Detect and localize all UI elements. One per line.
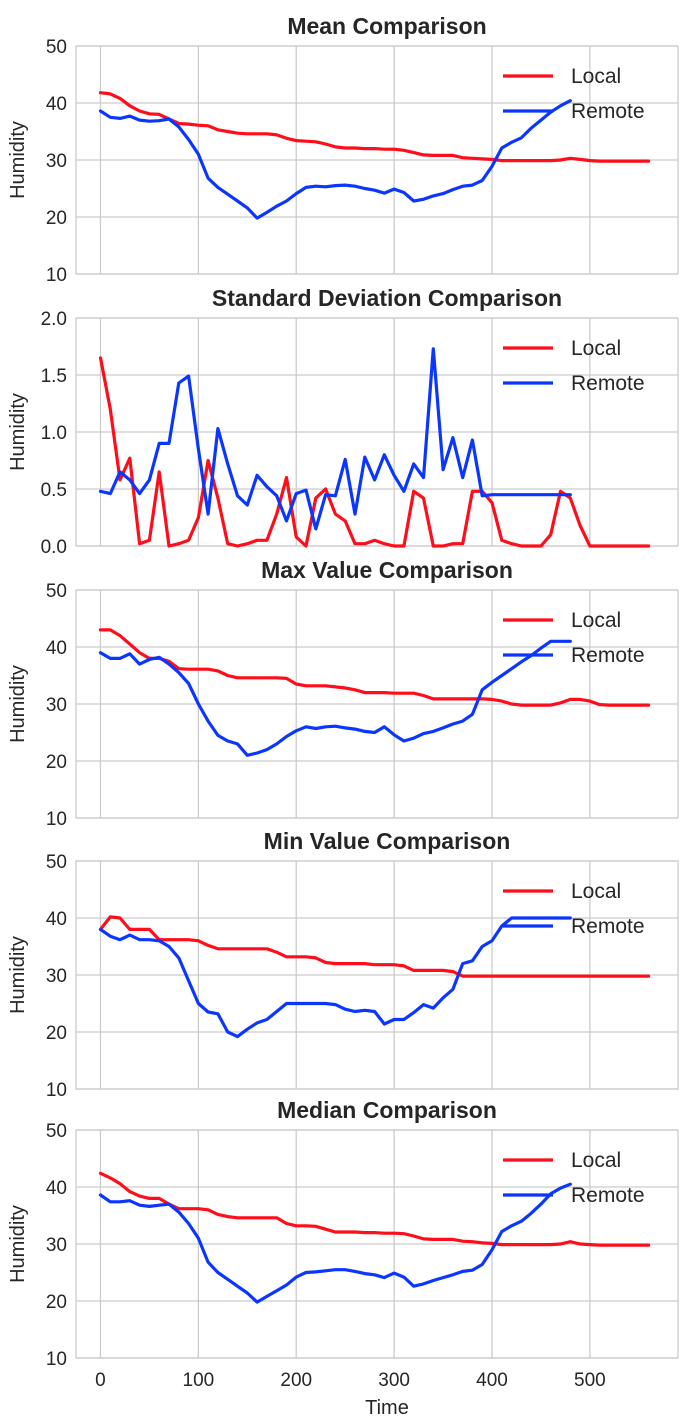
series-line-remote	[98, 1182, 572, 1304]
subplot-3: 10 20 30 40 50 Max Value Comparison Humidity Lo…	[7, 557, 679, 830]
series-line-remote	[98, 99, 572, 220]
y-tick-label: 10	[46, 1080, 67, 1101]
y-tick-label: 30	[46, 695, 67, 716]
x-tick-label: 0	[95, 1370, 106, 1391]
y-tick-label: 30	[46, 966, 67, 987]
series-line-remote	[98, 916, 572, 1039]
y-tick-label: 50	[46, 1121, 67, 1142]
y-tick-label: 40	[46, 909, 67, 930]
y-tick-label: 10	[46, 809, 67, 830]
y-tick-label: 40	[46, 94, 67, 115]
y-axis-label: Humidity	[7, 1205, 29, 1283]
chart-title: Max Value Comparison	[261, 557, 513, 583]
series-line-local	[98, 1171, 651, 1247]
y-axis-label: Humidity	[7, 393, 29, 471]
x-tick-label: 500	[574, 1370, 606, 1391]
subplot-4: 10 20 30 40 50 Min Value Comparison Humidity Lo…	[7, 828, 679, 1101]
legend-label-remote: Remote	[571, 100, 645, 123]
legend: Local Remote	[503, 609, 645, 667]
subplot-1: 10 20 30 40 50 Mean Comparison Humidity Local Re…	[7, 13, 679, 286]
series-line-local	[98, 91, 651, 163]
series-line-local	[98, 628, 651, 707]
y-tick-label: 20	[46, 1023, 67, 1044]
y-tick-label: 20	[46, 208, 67, 229]
legend: Local Remote	[503, 880, 645, 938]
chart-title: Mean Comparison	[287, 13, 486, 39]
legend-label-local: Local	[571, 65, 621, 88]
x-tick-label: 400	[476, 1370, 508, 1391]
series-line-remote	[98, 639, 572, 757]
chart-title: Standard Deviation Comparison	[212, 285, 562, 311]
y-tick-label: 50	[46, 581, 67, 602]
legend: Local Remote	[503, 337, 645, 395]
y-tick-label: 50	[46, 852, 67, 873]
x-tick-label: 300	[378, 1370, 410, 1391]
legend-label-local: Local	[571, 609, 621, 632]
y-tick-label: 40	[46, 638, 67, 659]
legend-label-remote: Remote	[571, 372, 645, 395]
legend-label-local: Local	[571, 1149, 621, 1172]
x-tick-label: 200	[280, 1370, 312, 1391]
chart-title: Median Comparison	[277, 1097, 497, 1123]
legend-label-local: Local	[571, 880, 621, 903]
y-tick-label: 30	[46, 1235, 67, 1256]
y-tick-label: 10	[46, 265, 67, 286]
legend-label-remote: Remote	[571, 644, 645, 667]
y-tick-label: 2.0	[41, 309, 67, 330]
legend-label-remote: Remote	[571, 1184, 645, 1207]
series-line-remote	[98, 347, 572, 531]
y-tick-label: 30	[46, 151, 67, 172]
y-tick-label: 50	[46, 37, 67, 58]
series-line-local	[98, 915, 651, 978]
legend: Local Remote	[503, 65, 645, 123]
legend-label-remote: Remote	[571, 915, 645, 938]
y-tick-label: 0.5	[41, 480, 67, 501]
series-line-local	[98, 356, 651, 548]
y-axis-label: Humidity	[7, 665, 29, 743]
y-tick-label: 20	[46, 1292, 67, 1313]
legend-label-local: Local	[571, 337, 621, 360]
y-tick-label: 1.0	[41, 423, 67, 444]
y-tick-label: 20	[46, 752, 67, 773]
x-axis-label: Time	[365, 1397, 409, 1419]
subplot-2: 0.0 0.5 1.0 1.5 2.0 Standard Deviation Compar…	[7, 285, 679, 558]
y-axis-label: Humidity	[7, 936, 29, 1014]
y-tick-label: 10	[46, 1349, 67, 1370]
y-axis-label: Humidity	[7, 121, 29, 199]
y-tick-label: 40	[46, 1178, 67, 1199]
y-tick-label: 0.0	[41, 537, 67, 558]
legend: Local Remote	[503, 1149, 645, 1207]
y-tick-label: 1.5	[41, 366, 67, 387]
x-tick-label: 100	[183, 1370, 215, 1391]
chart-title: Min Value Comparison	[264, 828, 511, 854]
